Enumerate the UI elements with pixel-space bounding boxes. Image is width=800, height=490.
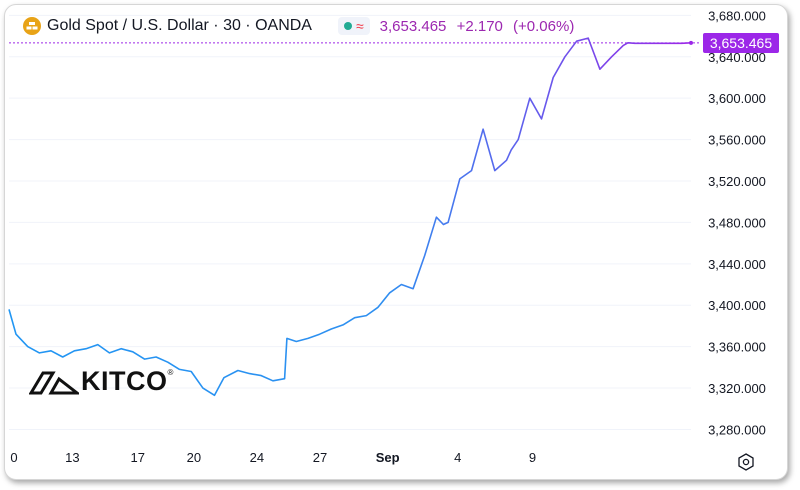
y-tick-label: 3,280.000 [708, 422, 766, 437]
last-price: 3,653.465 [379, 17, 447, 35]
symbol-title[interactable]: Gold Spot / U.S. Dollar · 30 · OANDA [47, 17, 312, 34]
y-tick-label: 3,600.000 [708, 91, 766, 106]
y-tick-label: 3,560.000 [708, 133, 766, 148]
x-tick-label: 24 [250, 450, 264, 465]
y-tick-label: 3,360.000 [708, 340, 766, 355]
price-change-pct: (+0.06%) [513, 17, 575, 35]
chart-settings-button[interactable] [736, 452, 756, 472]
wave-icon: ≈ [355, 18, 364, 34]
x-tick-label: 17 [131, 450, 145, 465]
chart-header: Gold Spot / U.S. Dollar · 30 · OANDA ≈ 3… [23, 15, 580, 37]
y-axis[interactable]: 3,280.000 3,320.000 3,360.000 3,400.000 3,44… [9, 8, 766, 437]
kitco-registered: ® [167, 368, 174, 377]
status-pills[interactable]: ≈ [337, 17, 370, 35]
settings-icon [738, 453, 754, 471]
kitco-watermark: KITCO ® [29, 366, 173, 397]
kitco-logo-icon [29, 371, 79, 394]
live-dot-icon [343, 22, 352, 30]
x-tick-label: 9 [529, 450, 536, 465]
y-tick-label: 3,680.000 [708, 8, 766, 23]
x-tick-label: Sep [376, 450, 400, 465]
y-tick-label: 3,320.000 [708, 381, 766, 396]
x-tick-label: 13 [65, 450, 79, 465]
last-price-tag: 3,653.465 [703, 32, 779, 53]
gold-bars-icon [23, 17, 41, 35]
x-tick-label: 0 [10, 450, 17, 465]
x-tick-label: 27 [313, 450, 327, 465]
y-tick-label: 3,480.000 [708, 215, 766, 230]
y-tick-label: 3,520.000 [708, 174, 766, 189]
price-change: +2.170 [456, 17, 503, 35]
x-tick-label: 20 [187, 450, 201, 465]
quote-values: 3,653.465 +2.170 (+0.06%) [380, 18, 581, 35]
y-tick-label: 3,400.000 [708, 298, 766, 313]
kitco-text: KITCO [81, 366, 168, 396]
y-tick-label: 3,640.000 [708, 50, 766, 65]
y-tick-label: 3,440.000 [708, 257, 766, 272]
chart-frame: 3,280.000 3,320.000 3,360.000 3,400.000 3,44… [4, 4, 788, 480]
series-line-gold[interactable] [8, 37, 692, 397]
x-tick-label: 4 [454, 450, 461, 465]
last-point [689, 40, 693, 45]
price-chart[interactable]: 3,280.000 3,320.000 3,360.000 3,400.000 3,44… [5, 5, 787, 479]
x-axis[interactable]: 0 13 17 20 24 27 Sep 4 9 [10, 450, 536, 465]
